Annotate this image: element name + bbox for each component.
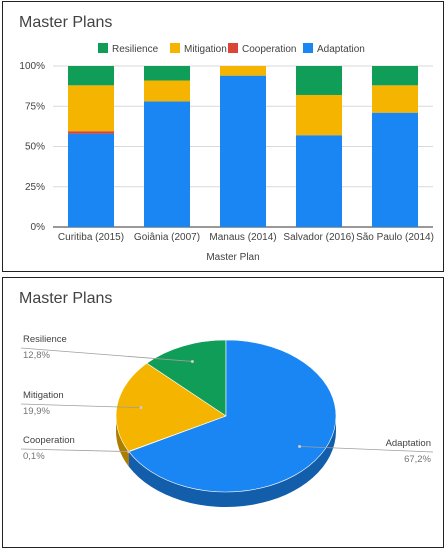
bar-resilience-goi-nia-2007 xyxy=(144,66,190,81)
leader-dot-mitigation xyxy=(139,406,143,410)
bar-resilience-salvador-2016 xyxy=(296,66,342,95)
stacked-bar-chart-panel: Master Plans Resilience Mitigation Coopera… xyxy=(2,1,444,272)
legend-label-cooperation: Cooperation xyxy=(242,44,296,55)
bar-adaptation-goi-nia-2007 xyxy=(144,101,190,227)
slice-label-adaptation: Adaptation xyxy=(386,438,431,449)
slice-label-resilience: Resilience xyxy=(23,334,67,345)
pie-slice-mitigation xyxy=(115,362,227,452)
bar-adaptation-curitiba-2015 xyxy=(68,133,114,227)
bar-resilience-s-o-paulo-2014 xyxy=(372,66,418,86)
pie-slice-adaptation xyxy=(128,339,337,493)
x-tick-label: São Paulo (2014) xyxy=(356,232,434,243)
slice-value-adaptation: 67,2% xyxy=(404,454,431,465)
x-tick-label: Curitiba (2015) xyxy=(58,232,124,243)
bar-mitigation-s-o-paulo-2014 xyxy=(372,85,418,113)
slice-label-mitigation: Mitigation xyxy=(23,390,64,401)
bar-adaptation-salvador-2016 xyxy=(296,135,342,227)
leader-line-mitigation xyxy=(20,403,142,409)
bar-adaptation-manaus-2014 xyxy=(220,75,266,227)
pie-side-mitigation xyxy=(116,416,129,467)
y-tick-label: 50% xyxy=(25,142,45,153)
legend-label-resilience: Resilience xyxy=(112,44,159,55)
legend-swatch-adaptation xyxy=(303,43,313,53)
y-tick-label: 0% xyxy=(31,222,46,233)
bar-cooperation-curitiba-2015 xyxy=(68,131,114,134)
leader-line-cooperation xyxy=(20,448,129,452)
legend-swatch-cooperation xyxy=(228,43,238,53)
bar-mitigation-manaus-2014 xyxy=(220,66,266,76)
leader-dot-resilience xyxy=(190,359,194,363)
pie-chart-title: Master Plans xyxy=(19,290,113,307)
bar-resilience-curitiba-2015 xyxy=(68,66,114,86)
stacked-bar-chart: Resilience Mitigation Cooperation Adaptatio… xyxy=(19,43,434,263)
slice-value-cooperation: 0,1% xyxy=(23,451,45,462)
leader-line-resilience xyxy=(20,347,193,362)
x-tick-label: Salvador (2016) xyxy=(283,232,354,243)
slice-value-mitigation: 19,9% xyxy=(23,406,50,417)
bar-adaptation-s-o-paulo-2014 xyxy=(372,112,418,227)
bar-mitigation-salvador-2016 xyxy=(296,94,342,136)
legend-label-mitigation: Mitigation xyxy=(184,44,227,55)
legend-swatch-resilience xyxy=(98,43,108,53)
leader-dot-adaptation xyxy=(298,444,302,448)
leader-dot-cooperation xyxy=(127,450,131,454)
pie-chart: Resilience 12,8% Mitigation 19,9% Cooperatio… xyxy=(20,334,434,507)
pie-slice-resilience xyxy=(146,339,227,417)
slice-label-cooperation: Cooperation xyxy=(23,435,75,446)
pie-side-adaptation xyxy=(128,416,336,507)
x-tick-label: Manaus (2014) xyxy=(209,232,276,243)
y-tick-label: 75% xyxy=(25,101,45,112)
bar-mitigation-goi-nia-2007 xyxy=(144,80,190,102)
slice-value-resilience: 12,8% xyxy=(23,350,50,361)
pie-chart-panel: Master Plans Resilience 12,8% Mitigation 19… xyxy=(2,277,444,548)
y-tick-label: 100% xyxy=(19,61,45,72)
legend-swatch-mitigation xyxy=(170,43,180,53)
bar-mitigation-curitiba-2015 xyxy=(68,85,114,132)
bar-chart-title: Master Plans xyxy=(19,14,113,31)
x-tick-label: Goiânia (2007) xyxy=(134,232,200,243)
x-axis-label: Master Plan xyxy=(206,252,259,263)
legend-label-adaptation: Adaptation xyxy=(317,44,365,55)
y-tick-label: 25% xyxy=(25,182,45,193)
leader-line-adaptation xyxy=(299,446,434,453)
